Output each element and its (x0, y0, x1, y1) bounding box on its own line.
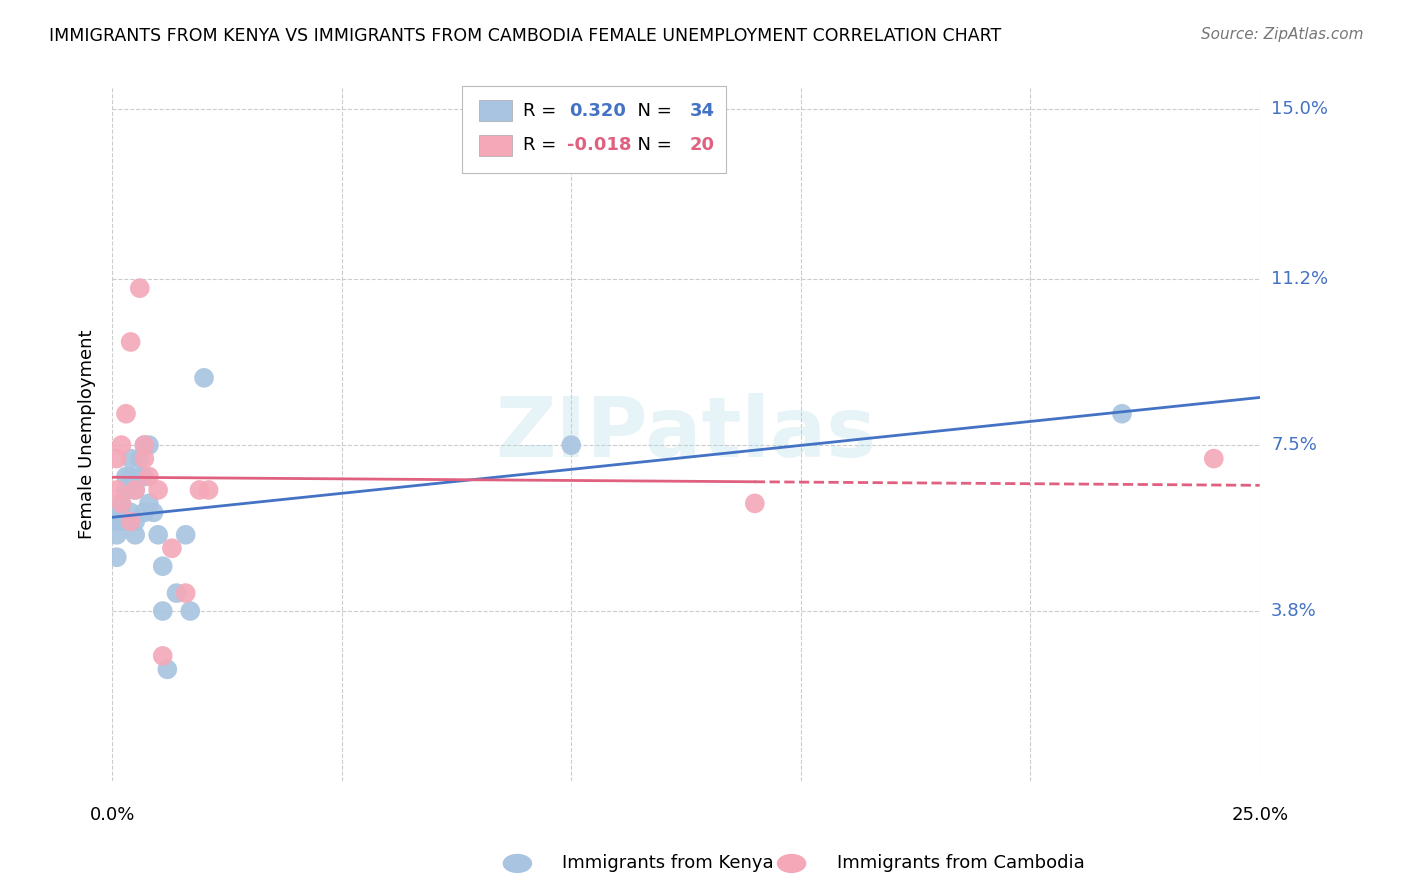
Point (138, 438, 160, 452)
Text: 25.0%: 25.0% (1232, 805, 1288, 824)
Point (120, 469, 142, 483)
Text: R =: R = (523, 102, 562, 120)
Point (120, 514, 142, 528)
Text: 0.0%: 0.0% (90, 805, 135, 824)
Point (105, 528, 128, 542)
Text: 7.5%: 7.5% (1271, 436, 1317, 454)
Point (197, 483, 219, 497)
Point (105, 451, 128, 466)
Text: Source: ZipAtlas.com: Source: ZipAtlas.com (1201, 27, 1364, 42)
Point (115, 407, 138, 421)
Point (128, 281, 150, 295)
Point (138, 496, 160, 510)
Text: Immigrants from Cambodia: Immigrants from Cambodia (837, 855, 1084, 872)
Y-axis label: Female Unemployment: Female Unemployment (79, 329, 96, 539)
Point (105, 505, 128, 519)
Point (146, 528, 169, 542)
Point (124, 528, 146, 542)
Point (105, 550, 128, 565)
Point (152, 559, 174, 574)
FancyBboxPatch shape (479, 135, 512, 156)
Point (115, 483, 138, 497)
Text: 11.2%: 11.2% (1271, 270, 1329, 288)
Point (193, 371, 215, 385)
Text: 20: 20 (689, 136, 714, 154)
Point (110, 496, 132, 510)
Point (115, 469, 138, 483)
Text: 3.8%: 3.8% (1271, 602, 1317, 620)
Point (134, 451, 156, 466)
Text: Immigrants from Kenya: Immigrants from Kenya (562, 855, 775, 872)
Point (120, 334, 142, 349)
Point (105, 514, 128, 528)
FancyBboxPatch shape (463, 87, 725, 173)
Point (134, 438, 156, 452)
Point (105, 483, 128, 497)
Point (146, 483, 169, 497)
Text: IMMIGRANTS FROM KENYA VS IMMIGRANTS FROM CAMBODIA FEMALE UNEMPLOYMENT CORRELATIO: IMMIGRANTS FROM KENYA VS IMMIGRANTS FROM… (49, 27, 1001, 45)
Point (134, 505, 156, 519)
Point (128, 469, 150, 483)
Point (110, 496, 132, 510)
Point (152, 604, 174, 618)
Point (134, 469, 156, 483)
Point (134, 438, 156, 452)
Text: N =: N = (626, 102, 678, 120)
Point (142, 505, 165, 519)
Point (160, 541, 183, 556)
Text: 0.320: 0.320 (569, 102, 626, 120)
Point (115, 514, 138, 528)
Point (1202, 451, 1225, 466)
Point (560, 438, 582, 452)
Point (110, 505, 132, 519)
Text: ZIPatlas: ZIPatlas (495, 393, 876, 475)
Point (120, 451, 142, 466)
Text: R =: R = (523, 136, 562, 154)
Text: -0.018: -0.018 (567, 136, 631, 154)
Point (124, 514, 146, 528)
Point (120, 505, 142, 519)
Point (179, 604, 201, 618)
Text: 34: 34 (689, 102, 714, 120)
Text: N =: N = (626, 136, 678, 154)
Point (174, 528, 197, 542)
Point (156, 662, 179, 676)
Point (152, 648, 174, 663)
Point (138, 469, 160, 483)
Point (110, 438, 132, 452)
Point (124, 483, 146, 497)
Point (188, 483, 211, 497)
Point (744, 496, 766, 510)
Point (166, 586, 188, 600)
FancyBboxPatch shape (479, 100, 512, 121)
Point (128, 451, 150, 466)
Text: 15.0%: 15.0% (1271, 100, 1329, 118)
Point (110, 514, 132, 528)
Point (124, 483, 146, 497)
Point (1111, 407, 1133, 421)
Point (174, 586, 197, 600)
